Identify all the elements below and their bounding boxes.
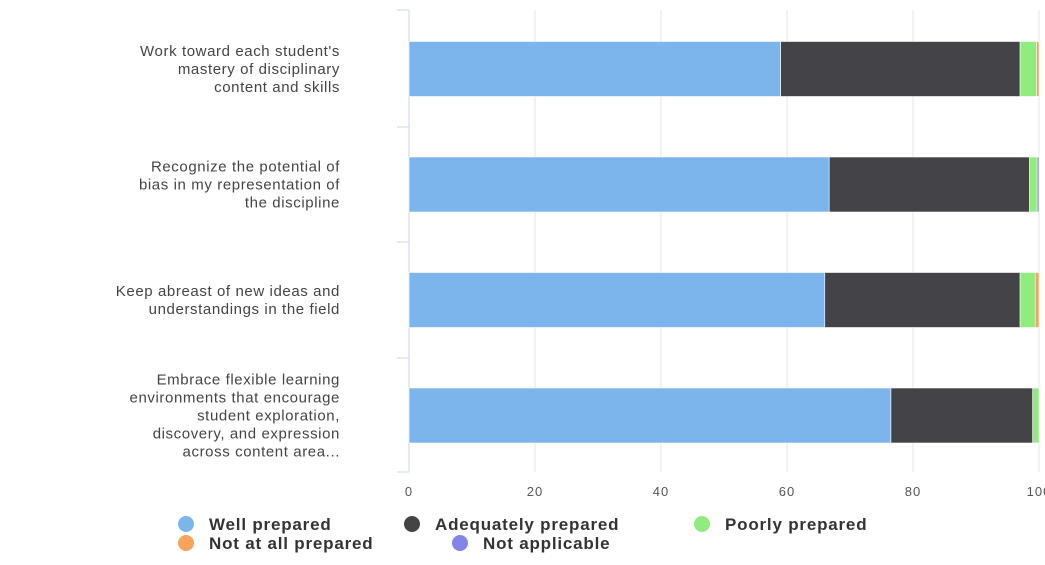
category-label: Embrace flexible learning environments th… bbox=[130, 372, 341, 461]
bar-segment bbox=[1019, 272, 1036, 328]
legend-marker bbox=[178, 516, 194, 532]
x-tick-label: 40 bbox=[653, 484, 669, 499]
legend-label: Adequately prepared bbox=[435, 515, 619, 534]
legend-label: Poorly prepared bbox=[725, 515, 867, 534]
x-tick-label: 100 bbox=[1027, 484, 1045, 499]
legend-label: Well prepared bbox=[209, 515, 332, 534]
bar-segment bbox=[1036, 41, 1040, 97]
category-label: Recognize the potential of bias in my rep… bbox=[139, 159, 340, 212]
bar-segment bbox=[1029, 156, 1038, 213]
bar-segment bbox=[408, 272, 826, 328]
legend-marker bbox=[452, 535, 468, 551]
bar-segment bbox=[890, 387, 1034, 444]
bar-segment bbox=[828, 156, 1030, 213]
bar-segment bbox=[408, 387, 892, 444]
category-label: Work toward each student's mastery of dis… bbox=[140, 43, 340, 96]
bar-segment bbox=[1034, 272, 1040, 328]
legend-marker bbox=[404, 516, 420, 532]
x-tick-label: 80 bbox=[905, 484, 921, 499]
legend-label: Not at all prepared bbox=[209, 534, 373, 553]
bar-segment bbox=[408, 41, 782, 97]
x-tick-label: 60 bbox=[779, 484, 795, 499]
x-tick-label: 20 bbox=[527, 484, 543, 499]
bar-segment bbox=[408, 156, 830, 213]
legend-marker bbox=[178, 535, 194, 551]
category-label: Keep abreast of new ideas and understandi… bbox=[116, 283, 340, 318]
legend-label: Not applicable bbox=[483, 534, 610, 553]
legend-marker bbox=[694, 516, 710, 532]
bar-segment bbox=[1036, 156, 1040, 213]
bar-segment bbox=[1032, 387, 1040, 444]
bar-segment bbox=[780, 41, 1021, 97]
x-tick-label: 0 bbox=[405, 484, 413, 499]
bar-segment bbox=[824, 272, 1021, 328]
bar-segment bbox=[1019, 41, 1037, 97]
